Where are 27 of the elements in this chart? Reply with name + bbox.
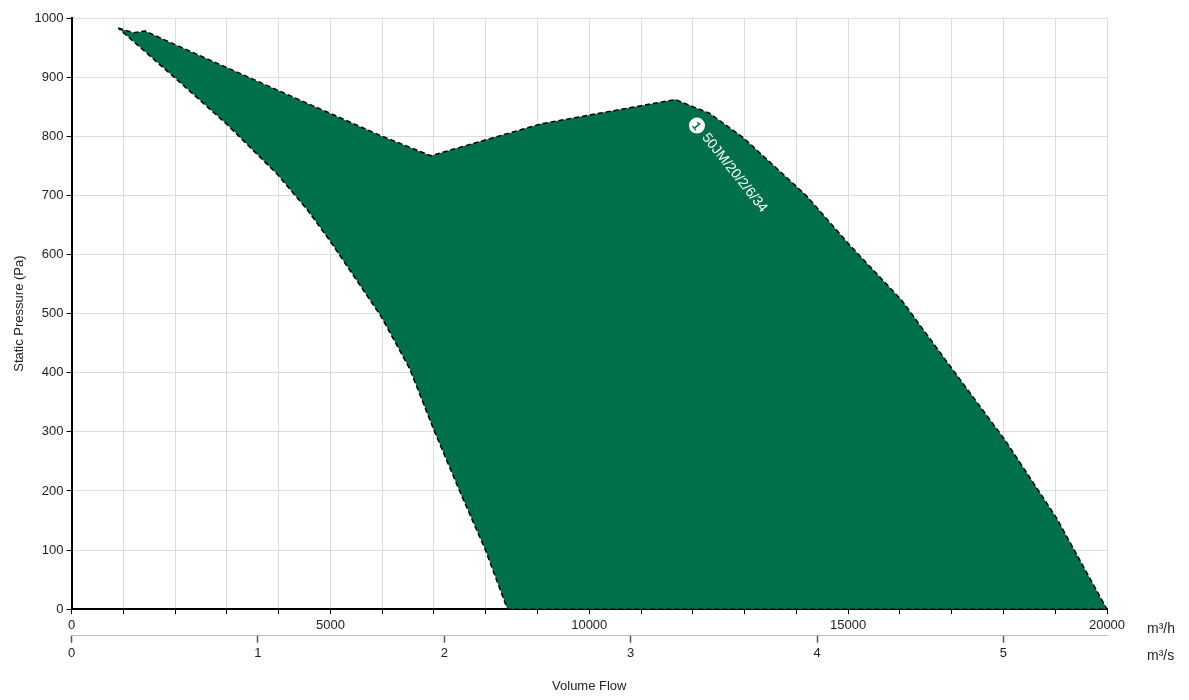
y-tick-label: 0 xyxy=(56,600,64,616)
y-axis-title: Static Pressure (Pa) xyxy=(11,255,27,372)
text: m³/h xyxy=(1147,620,1175,637)
x2-tick-label: 4 xyxy=(813,645,821,661)
y-tick-label: 200 xyxy=(41,482,64,498)
x-tick-label: 20000 xyxy=(1088,616,1126,632)
annotation: 1 xyxy=(689,118,705,134)
y-tick-label: 500 xyxy=(41,305,64,321)
x2-tick-label: 3 xyxy=(627,645,635,661)
y-tick-label: 800 xyxy=(41,127,64,143)
x2-tick-label: 2 xyxy=(440,645,448,661)
y-tick-label: 600 xyxy=(41,246,64,262)
y-tick-label: 700 xyxy=(41,186,64,202)
y-tick-label: 1000 xyxy=(34,9,64,25)
x2-tick-label: 1 xyxy=(254,645,262,661)
y-tick-label: 400 xyxy=(41,364,64,380)
text: m³/s xyxy=(1147,646,1175,663)
y-tick-label: 100 xyxy=(41,541,64,557)
x2-tick-label: 5 xyxy=(999,645,1007,661)
x-tick-label: 15000 xyxy=(830,616,867,632)
y-tick-label: 900 xyxy=(41,68,64,84)
x2-tick-label: 0 xyxy=(67,645,76,661)
x-tick-label: 0 xyxy=(67,616,76,632)
y-tick-label: 300 xyxy=(41,423,64,439)
x-tick-label: 10000 xyxy=(571,616,608,632)
x-tick-label: 5000 xyxy=(315,616,345,632)
x-axis-title: Volume Flow xyxy=(552,677,628,693)
